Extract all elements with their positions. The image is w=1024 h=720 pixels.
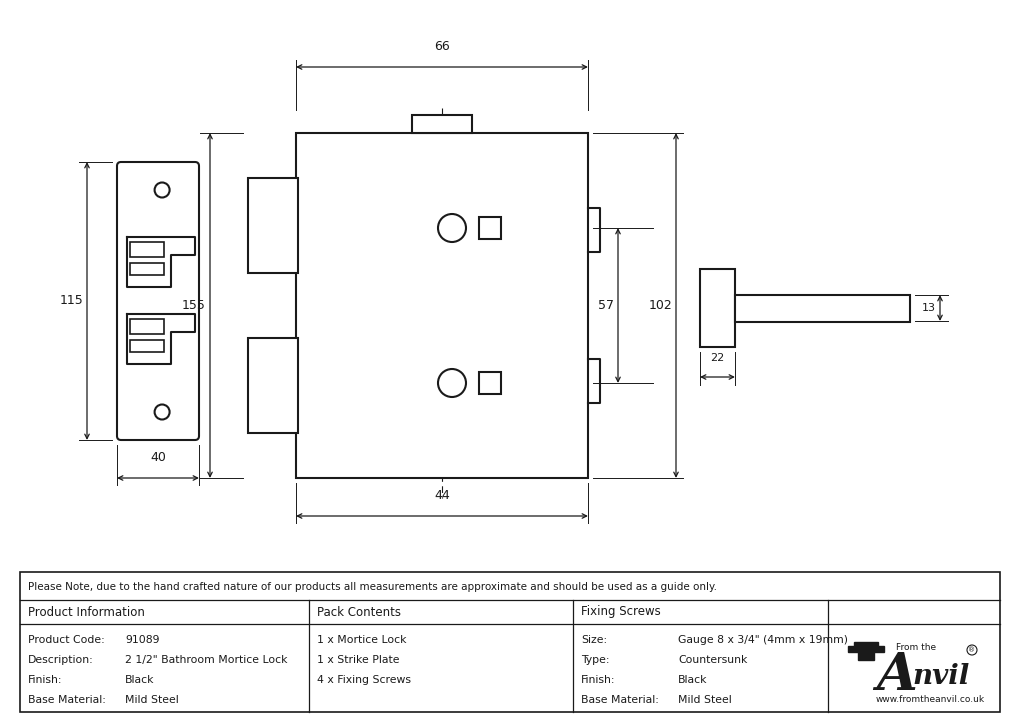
Text: 1 x Mortice Lock: 1 x Mortice Lock — [317, 635, 407, 645]
Text: 4 x Fixing Screws: 4 x Fixing Screws — [317, 675, 411, 685]
Text: Black: Black — [125, 675, 155, 685]
Text: Fixing Screws: Fixing Screws — [581, 606, 660, 618]
Bar — [20, 572, 1000, 712]
Text: Base Material:: Base Material: — [28, 695, 105, 705]
Bar — [479, 217, 501, 239]
Text: 2 1/2" Bathroom Mortice Lock: 2 1/2" Bathroom Mortice Lock — [125, 655, 288, 665]
Text: Base Material:: Base Material: — [581, 695, 658, 705]
Text: 40: 40 — [151, 451, 166, 464]
Text: ®: ® — [969, 647, 976, 653]
Text: 22: 22 — [711, 353, 725, 363]
FancyBboxPatch shape — [117, 162, 199, 440]
Text: Countersunk: Countersunk — [678, 655, 748, 665]
Text: Type:: Type: — [581, 655, 609, 665]
Bar — [130, 242, 164, 257]
Text: 91089: 91089 — [125, 635, 160, 645]
Text: Product Code:: Product Code: — [28, 635, 104, 645]
Text: nvil: nvil — [912, 662, 970, 690]
Bar — [296, 133, 588, 478]
Text: 13: 13 — [922, 303, 936, 313]
Bar — [735, 295, 910, 322]
Text: 102: 102 — [648, 299, 672, 312]
Bar — [130, 319, 164, 334]
Text: A: A — [876, 650, 916, 701]
Text: 115: 115 — [59, 294, 83, 307]
Bar — [248, 178, 298, 273]
Text: Black: Black — [678, 675, 708, 685]
Text: www.fromtheanvil.co.uk: www.fromtheanvil.co.uk — [876, 696, 985, 704]
Text: Mild Steel: Mild Steel — [125, 695, 179, 705]
Text: Size:: Size: — [581, 635, 607, 645]
Text: 155: 155 — [182, 299, 206, 312]
Text: Product Information: Product Information — [28, 606, 144, 618]
Text: From the: From the — [896, 644, 936, 652]
Bar — [479, 372, 501, 394]
Bar — [130, 263, 164, 275]
Text: Description:: Description: — [28, 655, 94, 665]
Text: 66: 66 — [434, 40, 450, 53]
Text: Finish:: Finish: — [581, 675, 615, 685]
Text: Finish:: Finish: — [28, 675, 62, 685]
Bar — [412, 115, 472, 133]
Text: Mild Steel: Mild Steel — [678, 695, 732, 705]
Bar — [248, 338, 298, 433]
Text: 44: 44 — [434, 489, 450, 502]
Text: 57: 57 — [598, 299, 614, 312]
Text: Please Note, due to the hand crafted nature of our products all measurements are: Please Note, due to the hand crafted nat… — [28, 582, 717, 592]
Text: 1 x Strike Plate: 1 x Strike Plate — [317, 655, 399, 665]
Bar — [700, 269, 735, 347]
Polygon shape — [848, 642, 884, 660]
Bar — [130, 340, 164, 352]
Text: Gauge 8 x 3/4" (4mm x 19mm): Gauge 8 x 3/4" (4mm x 19mm) — [678, 635, 848, 645]
Text: Pack Contents: Pack Contents — [317, 606, 401, 618]
